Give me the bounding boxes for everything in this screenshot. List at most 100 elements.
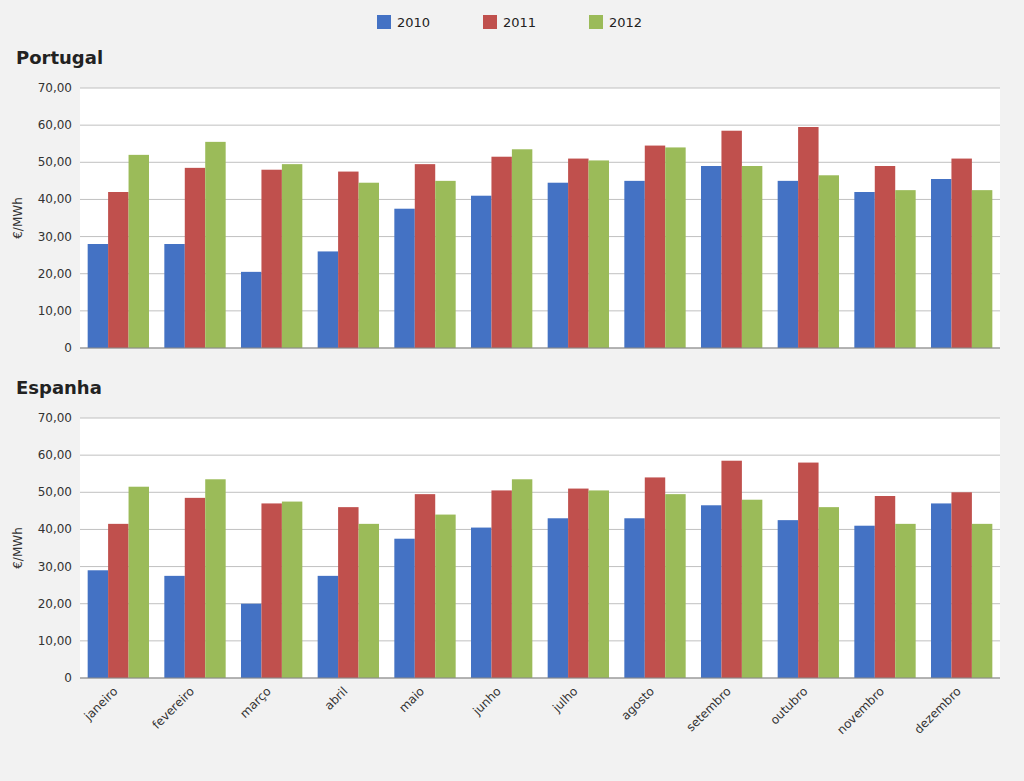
chart: Espanha€/MWh010,0020,0030,0040,0050,0060… [11,377,1000,737]
bar [568,159,588,348]
y-tick-label: 60,00 [38,448,72,462]
bar [931,503,951,678]
bar [548,518,568,678]
bar [512,149,532,348]
bar [854,192,874,348]
bar [875,166,895,348]
y-tick-label: 40,00 [38,522,72,536]
bar [185,498,205,678]
x-tick-label: junho [469,684,503,718]
bar [471,196,491,348]
bar [394,209,414,348]
x-tick-label: abril [322,684,351,713]
bar [895,524,915,678]
bar [435,515,455,678]
bar [359,524,379,678]
y-tick-label: 30,00 [38,230,72,244]
bar [701,166,721,348]
bar [931,179,951,348]
bar [819,507,839,678]
bar [778,520,798,678]
y-tick-label: 50,00 [38,485,72,499]
bar [951,159,971,348]
x-tick-label: setembro [684,684,734,734]
bar [548,183,568,348]
bar [338,172,358,348]
legend-label: 2012 [609,15,642,30]
bar [742,500,762,678]
bar [589,160,609,348]
x-tick-label: maio [396,684,427,715]
bar [261,503,281,678]
y-axis-label: €/MWh [11,527,25,569]
y-tick-label: 10,00 [38,304,72,318]
bar [895,190,915,348]
bar [318,251,338,348]
x-axis-line [80,678,1000,679]
bar [185,168,205,348]
grid-line [80,418,1000,419]
bars [88,127,993,348]
grid-line [80,455,1000,456]
bar [589,490,609,678]
legend: 201020112012 [377,15,642,30]
bar [819,175,839,348]
legend-label: 2011 [503,15,536,30]
x-tick-label: outubro [767,684,810,727]
bar [129,487,149,678]
bar [241,272,261,348]
bar [568,489,588,678]
x-tick-label: agosto [618,684,657,723]
figure: Portugal €/MWh 0 10,00 20,00 30,00 40,00 50,00 6… [0,0,1024,781]
legend-swatch [589,15,603,29]
plot-background [80,88,1000,348]
bar [951,492,971,678]
bar [88,570,108,678]
bar [645,477,665,678]
bar [164,244,184,348]
page: {"chart_data": [ {"type": "bar", "title"… [0,0,1024,781]
chart: Portugal€/MWh010,0020,0030,0040,0050,006… [11,47,1000,355]
bar [282,502,302,678]
bar [701,505,721,678]
x-tick-label: fevereiro [149,684,197,732]
bar [665,494,685,678]
bar [415,164,435,348]
bar [471,528,491,678]
grid-line [80,125,1000,126]
bar [129,155,149,348]
bar [88,244,108,348]
bar [624,518,644,678]
x-tick-label: janeiro [81,684,121,724]
bar [875,496,895,678]
x-axis-line [80,348,1000,349]
bar [338,507,358,678]
bar [512,479,532,678]
legend-swatch [377,15,391,29]
bar [108,524,128,678]
y-tick-label: 0 [64,341,72,355]
x-tick-label: dezembro [911,684,963,736]
bar [798,463,818,678]
y-tick-label: 20,00 [38,597,72,611]
bar [241,604,261,678]
bar [435,181,455,348]
bar [415,494,435,678]
y-tick-label: 70,00 [38,411,72,425]
bar [491,490,511,678]
y-tick-label: 60,00 [38,118,72,132]
bar [721,461,741,678]
bar [665,147,685,348]
chart-title: Portugal [16,47,103,68]
bar [854,526,874,678]
bar [721,131,741,348]
y-tick-label: 40,00 [38,192,72,206]
bar [394,539,414,678]
y-tick-label: 50,00 [38,155,72,169]
x-tick-label: março [237,684,274,721]
bar [798,127,818,348]
y-tick-label: 30,00 [38,560,72,574]
bar [972,190,992,348]
bar [164,576,184,678]
bar [282,164,302,348]
